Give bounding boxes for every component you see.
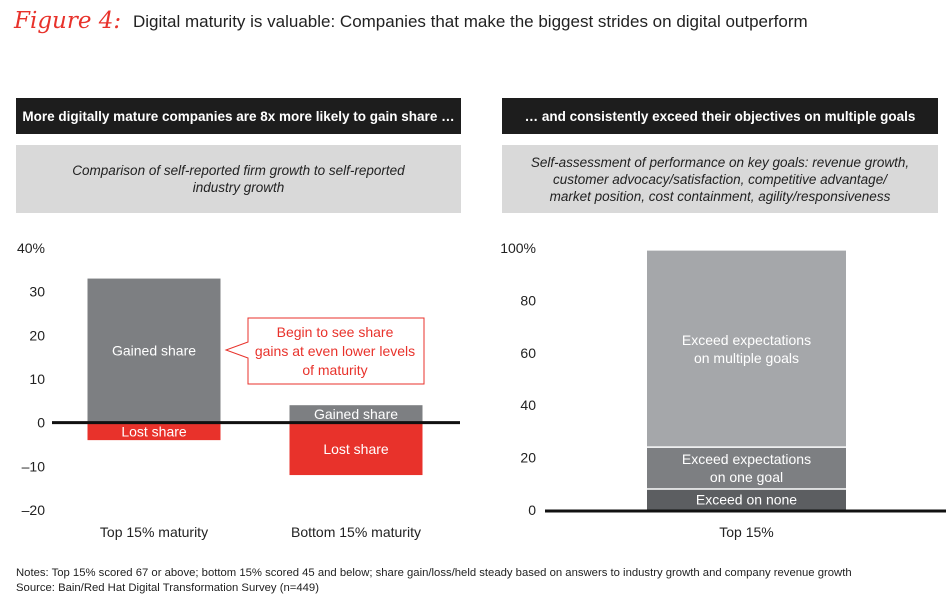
stacked-bar-segment <box>647 447 846 490</box>
gained-share-label: Gained share <box>314 406 398 422</box>
y-tick-label: 100% <box>500 240 536 256</box>
stacked-bar-segment <box>647 489 846 510</box>
y-tick-label: 20 <box>29 327 45 343</box>
lost-share-label: Lost share <box>323 441 389 457</box>
y-tick-label: 0 <box>37 415 45 431</box>
segment-label-line: Exceed expectations <box>682 451 811 467</box>
right-panel-header: … and consistently exceed their objectiv… <box>502 98 938 134</box>
y-tick-label: 10 <box>29 371 45 387</box>
left-panel-header: More digitally mature companies are 8x m… <box>16 98 461 134</box>
lost-share-bar <box>87 422 221 441</box>
left-subtitle-line: industry growth <box>192 180 285 195</box>
y-tick-label: –20 <box>22 502 46 518</box>
figure-label: Figure 4: <box>14 8 122 34</box>
segment-label: Exceed on none <box>696 492 797 508</box>
gained-share-label: Gained share <box>112 343 196 359</box>
y-tick-label: 40% <box>17 240 45 256</box>
gained-share-bar <box>289 405 423 423</box>
figure-title: Digital maturity is valuable: Companies … <box>133 12 808 31</box>
y-tick-label: 40 <box>520 397 536 413</box>
annotation-text-line: of maturity <box>302 362 367 378</box>
y-tick-label: 30 <box>29 284 45 300</box>
segment-label: Exceed expectations on one goal <box>682 451 811 485</box>
annotation-callout <box>224 317 425 385</box>
notes: Notes: Top 15% scored 67 or above; botto… <box>16 566 852 596</box>
lost-share-bar <box>289 422 423 476</box>
category-label: Bottom 15% maturity <box>291 524 421 540</box>
category-label: Top 15% maturity <box>100 524 208 540</box>
lost-share-label: Lost share <box>121 423 187 439</box>
annotation-text-line: Begin to see share <box>277 324 394 340</box>
annotation-text-line: gains at even lower levels <box>255 343 415 359</box>
gained-share-bar <box>87 278 221 423</box>
left-panel-subtitle: Comparison of self-reported firm growth … <box>16 145 461 213</box>
segment-label-line: Exceed expectations <box>682 332 811 348</box>
segment-label: Exceed expectations on multiple goals <box>682 332 811 366</box>
y-tick-label: 60 <box>520 345 536 361</box>
right-subtitle-line: customer advocacy/satisfaction, competit… <box>553 171 887 187</box>
notes-line: Notes: Top 15% scored 67 or above; botto… <box>16 567 852 579</box>
right-subtitle-line: Self-assessment of performance on key go… <box>530 154 910 170</box>
category-label: Top 15% <box>719 524 773 540</box>
right-panel-subtitle: Self-assessment of performance on key go… <box>502 145 938 213</box>
source-line: Source: Bain/Red Hat Digital Transformat… <box>16 582 319 594</box>
stacked-bar-segment <box>647 250 846 448</box>
segment-label-line: on multiple goals <box>694 350 799 366</box>
segment-label-line: Exceed on none <box>696 492 797 508</box>
y-tick-label: 20 <box>520 450 536 466</box>
y-tick-label: 0 <box>528 502 536 518</box>
left-subtitle-line: Comparison of self-reported firm growth … <box>72 163 405 178</box>
segment-label-line: on one goal <box>710 469 783 485</box>
right-subtitle-line: market position, cost containment, agili… <box>549 188 891 204</box>
y-tick-label: 80 <box>520 292 536 308</box>
y-tick-label: –10 <box>22 458 46 474</box>
annotation-text: Begin to see share gains at even lower le… <box>255 324 415 378</box>
